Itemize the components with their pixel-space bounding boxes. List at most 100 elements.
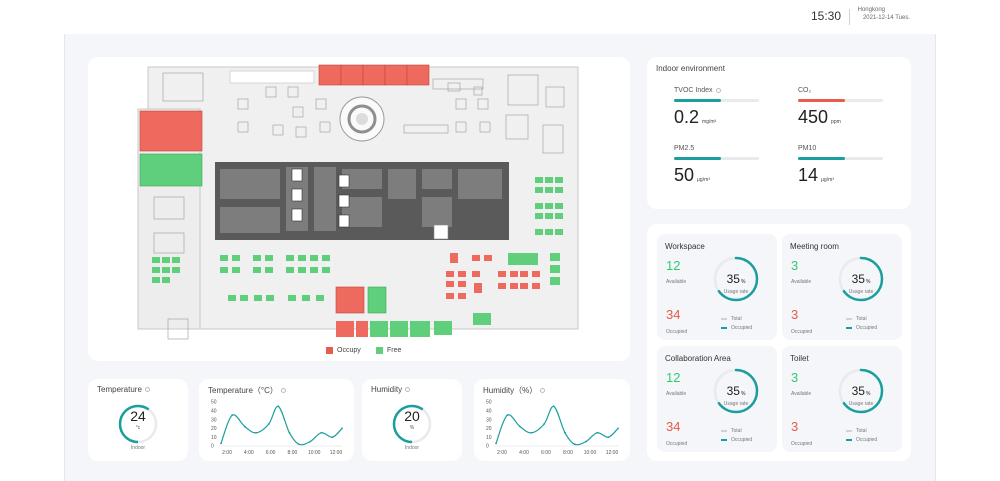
env-pm25-number: 50 (674, 165, 695, 185)
data-point (552, 405, 555, 408)
occ-collaboration-area-occupied-label: Occupied (666, 441, 688, 447)
ring-usage-arc (713, 368, 759, 414)
y-tick-label: 10 (486, 435, 492, 441)
date-label: 2021-12-14 Tues. (862, 15, 910, 21)
temperature-gauge-title-text: Temperature (97, 385, 142, 394)
env-tvoc: TVOC Index 0.2 mg/m³ (674, 87, 759, 128)
city-label: Hongkong (857, 7, 885, 13)
occ-workspace-title: Workspace (665, 242, 705, 251)
occ-meeting-room-legend-total-label: Total (856, 316, 867, 322)
occupancy-card-meeting-room[interactable]: Meeting room 3 Available 3 Occupied 35% … (782, 234, 902, 340)
data-point (220, 442, 222, 445)
occ-meeting-room-available-label: Available (791, 279, 812, 285)
occ-workspace-available-label: Available (666, 279, 687, 285)
temperature-line-chart: 0 10 20 30 40 50 2:00 4:00 6:00 8:00 10:00 12:00 (211, 400, 343, 456)
free-swatch (376, 347, 383, 354)
temperature-chart-title: Temperature（°C） (208, 385, 286, 396)
occ-meeting-room-legend-occupied: Occupied (846, 325, 877, 331)
occupancy-card-collaboration-area[interactable]: Collaboration Area 12 Available 34 Occup… (657, 346, 777, 452)
occ-workspace-usage-unit: % (740, 279, 746, 285)
x-tick-label: 4:00 (519, 450, 529, 456)
occupied-line-swatch (846, 327, 852, 329)
occ-toilet-occupied-count: 3 (791, 419, 799, 434)
series-line (220, 405, 343, 446)
env-pm10-label: PM10 (798, 145, 817, 152)
humidity-chart-card: Humidity（%） 0 10 20 30 40 50 2:00 4:00 6:00 8:00 1… (474, 379, 630, 461)
total-line-swatch (721, 318, 727, 320)
indoor-environment-card: Indoor environment TVOC Index 0.2 mg/m³ C… (647, 57, 911, 209)
occ-collaboration-area-legend-occupied: Occupied (721, 437, 752, 443)
occ-toilet-usage-unit: % (865, 391, 871, 397)
data-point (495, 442, 497, 445)
humidity-gauge-value: 20 (404, 408, 420, 424)
gauge-arc (118, 404, 158, 444)
occ-collaboration-area-usage-value: 35% (711, 384, 761, 398)
env-tvoc-bar-fill (674, 99, 721, 102)
info-icon[interactable] (715, 87, 721, 93)
env-co2-bar (798, 99, 883, 102)
data-point (298, 443, 300, 446)
occ-workspace-available-count: 12 (666, 258, 681, 273)
x-tick-label: 10:00 (308, 450, 321, 456)
env-pm10-bar (798, 157, 883, 160)
temperature-gauge-value: 24 (130, 408, 146, 424)
floor-plan-map[interactable] (88, 57, 630, 361)
y-tick-label: 0 (486, 444, 489, 450)
y-tick-label: 0 (211, 444, 214, 450)
env-pm10: PM10 14 μg/m³ (798, 145, 883, 186)
ring-usage-arc (838, 256, 884, 302)
occupancy-card-workspace[interactable]: Workspace 12 Available 34 Occupied 35% U… (657, 234, 777, 340)
env-tvoc-bar (674, 99, 759, 102)
dashboard: 15:30 Hongkong 2021-12-14 Tues. (64, 0, 936, 481)
occupied-line-swatch (721, 327, 727, 329)
occ-toilet-usage-value: 35% (836, 384, 886, 398)
env-tvoc-label-text: TVOC Index (674, 87, 713, 94)
data-point (309, 440, 312, 443)
humidity-chart-title: Humidity（%） (483, 385, 546, 396)
env-pm25: PM2.5 50 μg/m³ (674, 145, 759, 186)
total-line-swatch (846, 318, 852, 320)
env-pm25-bar-fill (674, 157, 721, 160)
info-icon[interactable] (405, 387, 411, 393)
data-point (543, 423, 546, 425)
y-tick-label: 20 (486, 426, 492, 432)
occ-toilet-legend-total-label: Total (856, 428, 867, 434)
occ-meeting-room-occupied-count: 3 (791, 307, 799, 322)
occ-meeting-room-title: Meeting room (790, 242, 839, 251)
env-tvoc-number: 0.2 (674, 107, 700, 127)
occ-workspace-usage-value: 35% (711, 272, 761, 286)
info-icon[interactable] (144, 387, 150, 393)
legend-free: Free (376, 347, 401, 354)
env-tvoc-value: 0.2 mg/m³ (674, 107, 759, 128)
occ-toilet-legend-occupied-label: Occupied (856, 437, 878, 443)
x-tick-label: 6:00 (541, 450, 551, 456)
occ-collaboration-area-usage-unit: % (740, 391, 746, 397)
data-point (267, 423, 270, 425)
occ-workspace-occupied-count: 34 (666, 307, 681, 322)
data-point (341, 427, 343, 430)
occ-meeting-room-occupied-label: Occupied (791, 329, 813, 335)
occupancy-card-toilet[interactable]: Toilet 3 Available 3 Occupied 35% Usage … (782, 346, 902, 452)
occ-meeting-room-usage-number: 35 (851, 272, 865, 286)
temperature-gauge-title: Temperature (97, 385, 150, 394)
temperature-gauge-ring (118, 404, 158, 444)
occ-workspace-usage-ring (713, 256, 759, 302)
occ-workspace-legend-total: Total (721, 316, 742, 322)
env-pm10-unit: μg/m³ (821, 177, 834, 183)
occ-collaboration-area-usage-number: 35 (726, 384, 740, 398)
info-icon[interactable] (540, 388, 546, 394)
temperature-gauge-card: Temperature 24 °c Indoor (88, 379, 188, 461)
left-border (64, 0, 65, 481)
occ-collaboration-area-legend-total-label: Total (731, 428, 742, 434)
data-point (320, 431, 323, 434)
occ-collaboration-area-available-label: Available (666, 391, 687, 397)
data-point (617, 427, 619, 430)
env-pm25-bar (674, 157, 759, 160)
occupied-line-swatch (721, 439, 727, 441)
data-point (519, 425, 521, 428)
occ-toilet-legend-total: Total (846, 428, 867, 434)
info-icon[interactable] (280, 388, 286, 394)
occ-toilet-usage-label: Usage rate (848, 401, 874, 407)
x-tick-label: 6:00 (266, 450, 276, 456)
total-line-swatch (721, 430, 727, 432)
